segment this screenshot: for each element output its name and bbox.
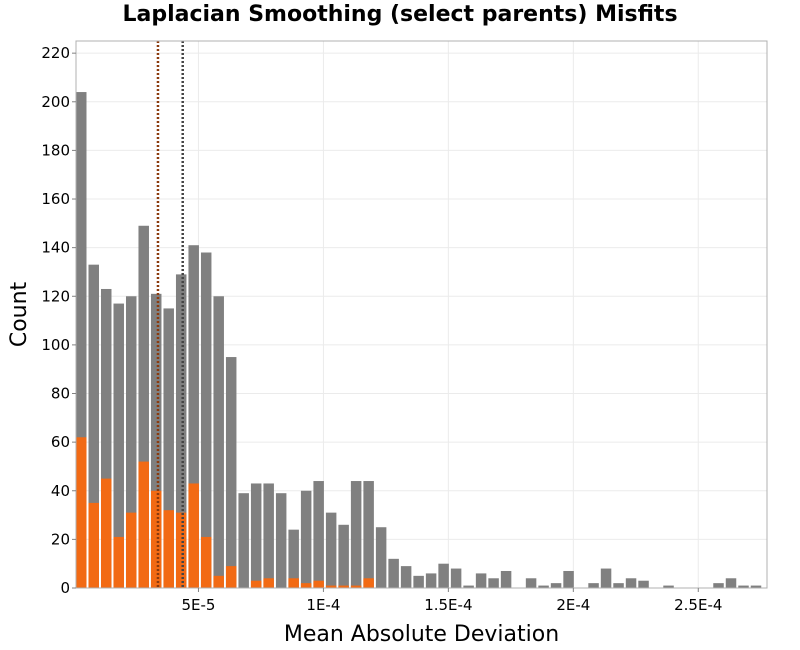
histogram-bar-gray bbox=[613, 583, 624, 588]
histogram-bar-gray bbox=[238, 493, 249, 588]
histogram-bar-gray bbox=[350, 481, 362, 588]
histogram-bar-gray bbox=[188, 245, 199, 589]
x-axis-label: Mean Absolute Deviation bbox=[284, 622, 559, 647]
histogram-bar-orange bbox=[350, 585, 362, 588]
x-tick-label: 1E-4 bbox=[306, 596, 340, 614]
histogram-bar-orange bbox=[163, 510, 174, 588]
histogram-bar-gray bbox=[738, 585, 749, 588]
histogram-bar-gray bbox=[225, 357, 237, 588]
y-tick-label: 80 bbox=[51, 385, 70, 403]
chart-title: Laplacian Smoothing (select parents) Mis… bbox=[122, 2, 678, 27]
histogram-bar-gray bbox=[475, 573, 487, 588]
histogram-bars bbox=[76, 92, 762, 589]
y-tick-label: 180 bbox=[41, 141, 70, 159]
histogram-bar-gray bbox=[363, 481, 374, 588]
histogram-bar-orange bbox=[100, 478, 112, 588]
histogram-bar-gray bbox=[100, 288, 112, 588]
histogram-bar-orange bbox=[125, 512, 137, 588]
histogram-bar-gray bbox=[88, 264, 99, 588]
histogram-bar-orange bbox=[263, 578, 274, 588]
y-tick-label: 160 bbox=[41, 190, 70, 208]
histogram-bar-orange bbox=[200, 536, 212, 588]
y-tick-label: 0 bbox=[60, 579, 70, 597]
histogram-bar-gray bbox=[488, 578, 499, 588]
histogram-bar-gray bbox=[263, 483, 274, 588]
histogram-bar-gray bbox=[288, 529, 299, 588]
histogram-bar-gray bbox=[388, 558, 399, 588]
histogram-bar-orange bbox=[325, 585, 337, 588]
y-tick-label: 60 bbox=[51, 433, 70, 451]
histogram-bar-gray bbox=[300, 490, 312, 588]
histogram-bar-gray bbox=[663, 585, 674, 588]
histogram-bar-gray bbox=[200, 252, 212, 589]
x-axis-ticks: 5E-5 1E-4 1.5E-4 2E-4 2.5E-4 bbox=[181, 588, 722, 614]
histogram-bar-gray bbox=[213, 296, 224, 588]
histogram-bar-gray bbox=[425, 573, 437, 588]
histogram-bar-gray bbox=[375, 527, 387, 588]
histogram-bar-gray bbox=[76, 92, 87, 588]
histogram-bar-orange bbox=[150, 490, 162, 588]
histogram-bar-gray bbox=[550, 583, 562, 588]
histogram-bar-gray bbox=[125, 296, 137, 588]
y-axis-label: Count bbox=[7, 281, 32, 347]
histogram-bar-orange bbox=[76, 437, 87, 588]
y-tick-label: 100 bbox=[41, 336, 70, 354]
histogram-bar-gray bbox=[438, 563, 449, 588]
y-tick-label: 40 bbox=[51, 482, 70, 500]
histogram-bar-gray bbox=[725, 578, 737, 588]
histogram-bar-orange bbox=[88, 502, 99, 588]
y-tick-label: 140 bbox=[41, 239, 70, 257]
histogram-bar-gray bbox=[413, 575, 424, 588]
reference-lines bbox=[156, 41, 184, 588]
histogram-bar-gray bbox=[463, 585, 474, 588]
histogram-bar-gray bbox=[338, 524, 349, 588]
histogram-bar-orange bbox=[250, 580, 262, 588]
histogram-bar-gray bbox=[313, 481, 324, 588]
plot-frame bbox=[75, 40, 768, 589]
histogram-bar-gray bbox=[138, 225, 149, 588]
histogram-bar-gray bbox=[113, 303, 124, 588]
histogram-bar-gray bbox=[538, 585, 549, 588]
histogram-bar-gray bbox=[175, 274, 187, 588]
histogram-bar-gray bbox=[450, 568, 462, 588]
histogram-bar-orange bbox=[338, 585, 349, 588]
histogram-bar-gray bbox=[163, 308, 174, 588]
histogram-bar-gray bbox=[525, 578, 537, 588]
y-tick-label: 220 bbox=[41, 44, 70, 62]
histogram-bar-orange bbox=[138, 461, 149, 588]
y-axis-ticks: 0 20 40 60 80 100 120 140 160 180 200 220 bbox=[41, 44, 76, 597]
histogram-bar-gray bbox=[250, 483, 262, 588]
histogram-bar-gray bbox=[500, 570, 512, 588]
y-tick-label: 120 bbox=[41, 287, 70, 305]
histogram-bar-gray bbox=[400, 566, 412, 588]
histogram-bar-gray bbox=[750, 585, 762, 588]
histogram-bar-orange bbox=[213, 575, 224, 588]
histogram-bar-gray bbox=[563, 570, 574, 588]
histogram-bar-orange bbox=[363, 578, 374, 588]
x-tick-label: 5E-5 bbox=[181, 596, 215, 614]
histogram-bar-orange bbox=[225, 566, 237, 588]
histogram-bar-gray bbox=[638, 580, 649, 588]
histogram-bar-gray bbox=[713, 583, 724, 588]
histogram-bar-gray bbox=[150, 293, 162, 588]
y-tick-label: 200 bbox=[41, 93, 70, 111]
x-tick-label: 1.5E-4 bbox=[424, 596, 472, 614]
histogram-bar-gray bbox=[588, 583, 599, 588]
x-tick-label: 2.5E-4 bbox=[674, 596, 722, 614]
histogram-bar-orange bbox=[175, 512, 187, 588]
histogram-bar-gray bbox=[625, 578, 637, 588]
histogram-bar-orange bbox=[313, 580, 324, 588]
histogram-bar-orange bbox=[188, 483, 199, 588]
y-tick-label: 20 bbox=[51, 530, 70, 548]
histogram-bar-orange bbox=[113, 536, 124, 588]
histogram-bar-gray bbox=[325, 512, 337, 588]
histogram-bar-orange bbox=[300, 583, 312, 588]
x-tick-label: 2E-4 bbox=[556, 596, 590, 614]
histogram-bar-gray bbox=[275, 493, 287, 588]
histogram-bar-orange bbox=[288, 578, 299, 588]
histogram-bar-gray bbox=[600, 568, 612, 588]
